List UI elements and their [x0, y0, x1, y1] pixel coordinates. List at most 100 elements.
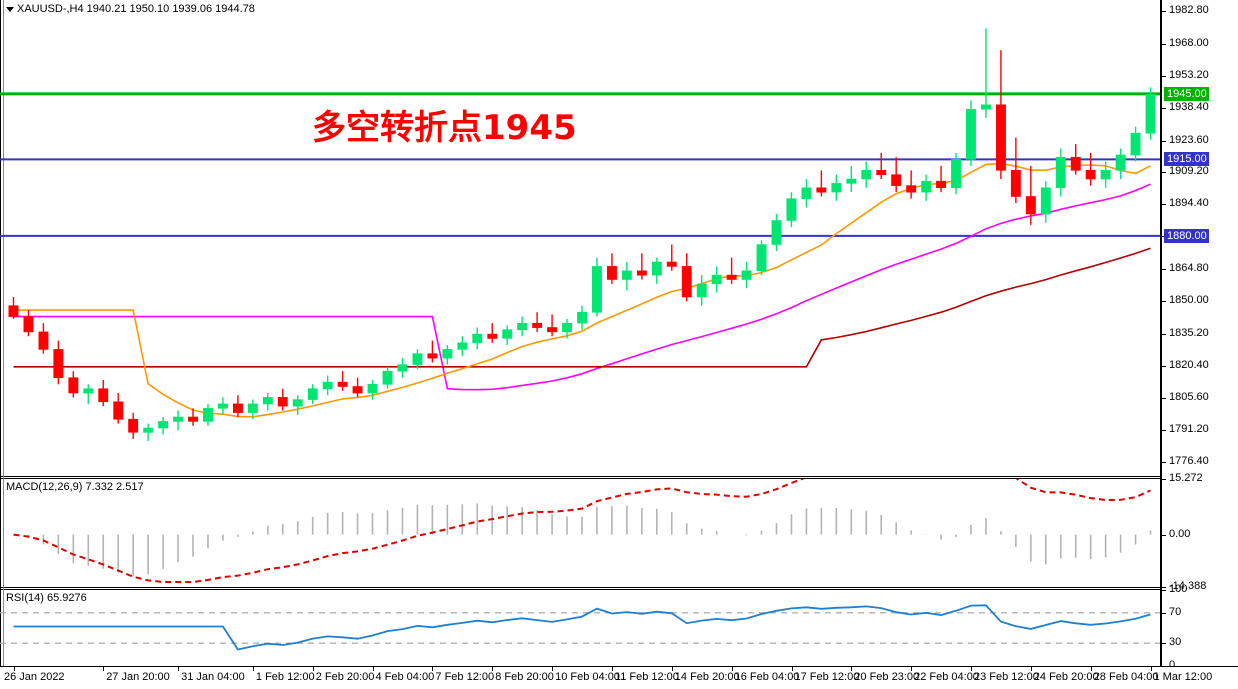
time-tick-label: 10 Feb 04:00 [555, 671, 620, 683]
chart-header: XAUUSD-,H4 1940.21 1950.10 1939.06 1944.… [6, 3, 255, 15]
axis-tick-mark [1162, 429, 1166, 431]
axis-tick-label: 1791.20 [1169, 422, 1209, 435]
time-tick-label: 4 Feb 04:00 [375, 671, 435, 683]
axis-tick-mark [1162, 590, 1166, 591]
axis-tick-label: 0 [1169, 659, 1176, 671]
left-frame2 [3, 0, 4, 666]
axis-tick-label: 1982.80 [1169, 4, 1209, 17]
axis-tick-label: 15.272 [1169, 472, 1203, 484]
axis-tick-label: 1923.60 [1169, 133, 1209, 146]
axis-tick-label: 1938.40 [1169, 101, 1209, 114]
price-panel[interactable] [0, 0, 1160, 476]
axis-tick-mark [1162, 612, 1166, 614]
axis-divider [1160, 0, 1162, 666]
chart-header-text: XAUUSD-,H4 1940.21 1950.10 1939.06 1944.… [17, 3, 255, 15]
time-tick-mark [791, 667, 793, 671]
time-tick-mark [372, 667, 374, 671]
rsi-title: RSI(14) 65.9276 [6, 592, 87, 604]
rsi-plot [0, 604, 1160, 651]
time-tick-mark [312, 667, 314, 671]
time-tick-label: 7 Feb 12:00 [435, 671, 495, 683]
macd-title: MACD(12,26,9) 7.332 2.517 [6, 481, 144, 493]
time-tick-label: 28 Feb 04:00 [1093, 671, 1159, 683]
time-tick-mark [1150, 667, 1152, 671]
time-tick-label: 17 Feb 12:00 [794, 671, 860, 683]
macd-plot [13, 479, 1152, 584]
time-tick-label: 1 Feb 12:00 [255, 671, 315, 683]
axis-tick-mark [1162, 366, 1166, 367]
time-tick-mark [178, 667, 180, 671]
time-tick-mark [911, 667, 913, 671]
time-tick-label: 11 Feb 12:00 [614, 671, 679, 683]
time-tick-mark [1090, 667, 1092, 671]
axis-tick-mark [1162, 643, 1166, 645]
axis-tick-label: 1776.40 [1169, 455, 1209, 467]
axis-tick-mark [1162, 108, 1166, 110]
rsi-panel[interactable] [0, 590, 1160, 666]
price-candlestick-plot [0, 28, 1160, 442]
axis-tick-label: -14.388 [1169, 580, 1207, 592]
time-tick-mark [103, 667, 105, 671]
macd-panel-top-border2 [0, 478, 1238, 479]
time-axis[interactable]: 26 Jan 2022 27 Jan 20:00 31 Jan 04:00 1 Feb… [0, 666, 1238, 689]
axis-tick-mark [1162, 462, 1166, 463]
time-tick-mark [492, 667, 494, 671]
time-tick-mark [731, 667, 733, 671]
price-axis[interactable]: 1982.80 1968.00 1953.20 1938.40 1923.60 1909.… [1160, 0, 1238, 688]
axis-tick-label: 1953.20 [1169, 69, 1209, 81]
rsi-panel-top-border [0, 587, 1238, 588]
time-tick-label: 27 Jan 20:00 [106, 671, 170, 683]
time-tick-label: 26 Jan 2022 [4, 671, 65, 683]
price-level-badge[interactable]: 1945.00 [1164, 86, 1209, 101]
chart-annotation: 多空转折点1945 [312, 108, 577, 148]
time-tick-mark [971, 667, 972, 671]
axis-tick-label: 1968.00 [1169, 36, 1209, 49]
time-tick-label: 1 Mar 12:00 [1153, 671, 1213, 683]
time-tick-mark [13, 667, 15, 671]
left-frame [0, 0, 1, 666]
time-tick-mark [252, 667, 254, 671]
axis-tick-label: 100 [1169, 583, 1188, 595]
axis-tick-label: 30 [1169, 636, 1182, 649]
axis-tick-mark [1162, 43, 1166, 45]
axis-tick-mark [1162, 269, 1166, 270]
time-tick-label: 23 Feb 12:00 [974, 671, 1039, 683]
time-tick-label: 22 Feb 04:00 [914, 671, 979, 683]
axis-tick-mark [1162, 140, 1166, 142]
axis-tick-label: 1850.00 [1169, 294, 1209, 307]
axis-tick-mark [1162, 534, 1166, 536]
axis-tick-mark [1162, 587, 1166, 588]
axis-tick-label: 1894.40 [1169, 197, 1209, 210]
time-tick-mark [851, 667, 853, 671]
axis-tick-mark [1162, 76, 1166, 77]
axis-tick-mark [1162, 172, 1166, 174]
time-tick-mark [671, 667, 673, 671]
chevron-down-icon[interactable] [6, 6, 14, 12]
axis-tick-label: 1909.20 [1169, 165, 1209, 178]
axis-tick-label: 1820.40 [1169, 359, 1209, 371]
time-tick-mark [432, 667, 434, 671]
time-tick-label: 20 Feb 23:00 [854, 671, 920, 683]
time-tick-mark [552, 667, 554, 671]
time-tick-label: 8 Feb 20:00 [495, 671, 554, 683]
axis-tick-label: 1805.60 [1169, 391, 1209, 404]
axis-tick-mark [1162, 479, 1166, 480]
time-tick-label: 31 Jan 04:00 [181, 671, 245, 683]
axis-tick-mark [1162, 398, 1166, 400]
time-tick-mark [611, 667, 613, 671]
axis-tick-label: 70 [1169, 605, 1182, 618]
time-tick-label: 16 Feb 04:00 [734, 671, 800, 683]
axis-tick-mark [1162, 204, 1166, 206]
time-tick-mark [1030, 667, 1032, 671]
axis-tick-mark [1162, 301, 1166, 303]
macd-panel[interactable] [0, 479, 1160, 587]
axis-tick-label: 1864.80 [1169, 262, 1209, 274]
time-tick-label: 2 Feb 20:00 [315, 671, 375, 683]
price-level-badge[interactable]: 1880.00 [1164, 228, 1209, 243]
rsi-panel-top-border2 [0, 589, 1238, 590]
axis-tick-mark [1162, 333, 1166, 335]
axis-tick-label: 0.00 [1169, 527, 1191, 540]
time-tick-label: 24 Feb 20:00 [1033, 671, 1099, 683]
price-level-badge[interactable]: 1915.00 [1164, 152, 1209, 167]
